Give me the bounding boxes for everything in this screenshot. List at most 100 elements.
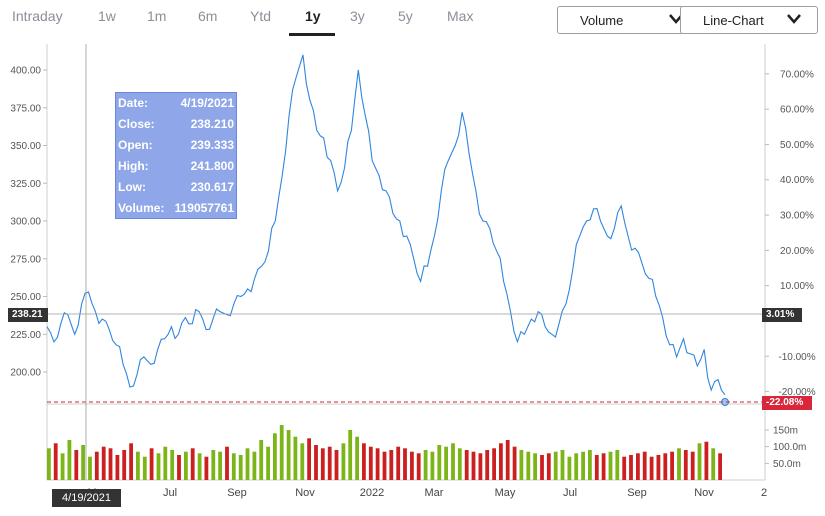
- volume-bar: [163, 446, 168, 480]
- volume-bar: [464, 450, 469, 480]
- volume-bar: [115, 455, 120, 480]
- volume-bar: [293, 436, 298, 480]
- charttype-dropdown[interactable]: Line-Chart: [680, 6, 818, 34]
- volume-bar: [320, 448, 325, 480]
- volume-bar: [368, 446, 373, 480]
- volume-bar: [74, 450, 79, 480]
- volume-bar: [156, 453, 161, 480]
- volume-bar: [108, 448, 113, 480]
- volume-bar: [457, 448, 462, 480]
- volume-bar: [53, 443, 58, 480]
- range-tab-1m[interactable]: 1m: [147, 8, 167, 24]
- price-chart[interactable]: 400.00375.00350.00325.00300.00275.00250.…: [0, 44, 825, 516]
- volume-bar: [184, 451, 188, 480]
- range-tab-1w[interactable]: 1w: [98, 8, 116, 24]
- volume-bar: [389, 450, 394, 480]
- volume-dropdown[interactable]: Volume: [557, 6, 700, 34]
- volume-bar: [129, 443, 133, 480]
- volume-bar: [252, 451, 257, 480]
- volume-bar: [341, 443, 346, 480]
- volume-bar: [636, 453, 640, 480]
- range-tab-intraday[interactable]: Intraday: [12, 8, 63, 24]
- x-tick-label: Sep: [627, 487, 647, 499]
- volume-bar: [581, 451, 585, 480]
- volume-bar: [245, 448, 250, 480]
- volume-bar: [218, 451, 222, 480]
- y-tick-label: 275.00: [10, 254, 41, 265]
- y-right-tick-label: -20.00%: [778, 387, 815, 398]
- x-tick-label: 2022: [360, 487, 384, 499]
- crosshair-price-badge: 238.21: [8, 308, 48, 322]
- toolbar: Intraday 1w 1m 6m Ytd 1y 3y 5y Max Volume Line-C…: [0, 0, 825, 40]
- volume-bar: [526, 451, 531, 480]
- volume-bar: [101, 446, 106, 480]
- range-tab-6m[interactable]: 6m: [198, 8, 218, 24]
- volume-bar: [505, 440, 510, 480]
- volume-bar: [567, 456, 572, 480]
- volume-bar: [149, 448, 154, 480]
- volume-bar: [588, 450, 592, 480]
- volume-bar: [594, 455, 599, 480]
- y-right-tick-label: 60.00%: [780, 105, 814, 116]
- tooltip-key: Low:: [118, 180, 146, 194]
- y-tick-label: 250.00: [10, 292, 41, 303]
- x-tick-label: Jul: [163, 487, 177, 499]
- volume-bar: [677, 448, 681, 480]
- volume-bars: [47, 425, 722, 480]
- range-tab-ytd[interactable]: Ytd: [250, 8, 272, 24]
- y-tick-label: 325.00: [10, 179, 41, 190]
- volume-bar: [334, 450, 339, 480]
- volume-bar: [238, 455, 243, 480]
- volume-bar: [67, 440, 72, 480]
- range-tab-1y[interactable]: 1y: [305, 8, 321, 24]
- volume-bar: [266, 446, 270, 480]
- volume-bar: [403, 448, 407, 480]
- y-right-tick-label: 70.00%: [780, 69, 814, 80]
- tooltip-value: 230.617: [190, 180, 234, 194]
- x-tick-label: May: [495, 487, 516, 499]
- range-tab-5y[interactable]: 5y: [398, 8, 413, 24]
- x-tick-label: Jul: [563, 487, 577, 499]
- volume-bar: [546, 453, 551, 480]
- y-right-tick-label: 30.00%: [780, 211, 814, 222]
- tooltip-row: Volume: 119057761: [118, 198, 234, 219]
- volume-bar: [718, 453, 722, 480]
- crosshair-date-badge: 4/19/2021: [52, 489, 121, 507]
- volume-bar: [519, 450, 524, 480]
- volume-bar: [533, 453, 537, 480]
- volume-bar: [396, 446, 401, 480]
- volume-bar: [197, 453, 202, 480]
- y-tick-label: 375.00: [10, 103, 41, 114]
- volume-bar: [300, 443, 305, 480]
- tooltip-row: Open: 239.333: [118, 135, 234, 156]
- volume-bar: [683, 450, 688, 480]
- volume-bar: [601, 453, 606, 480]
- tooltip-value: 239.333: [190, 138, 234, 152]
- x-tick-label: Mar: [425, 487, 444, 499]
- volume-bar: [574, 453, 579, 480]
- volume-tick-label: 100.0m: [773, 442, 806, 453]
- tooltip-key: Volume:: [118, 201, 165, 215]
- x-tick-label: Nov: [295, 487, 315, 499]
- volume-bar: [622, 456, 627, 480]
- x-tick-label: Sep: [227, 487, 247, 499]
- volume-bar: [410, 451, 414, 480]
- volume-bar: [437, 445, 442, 480]
- volume-bar: [649, 456, 654, 480]
- volume-bar: [88, 456, 92, 480]
- volume-bar: [307, 438, 311, 480]
- volume-bar: [225, 446, 229, 480]
- y-right-tick-label: 40.00%: [780, 175, 814, 186]
- volume-bar: [711, 448, 716, 480]
- volume-bar: [642, 451, 647, 480]
- volume-bar: [314, 445, 318, 480]
- range-tab-3y[interactable]: 3y: [350, 8, 365, 24]
- volume-bar: [136, 451, 140, 480]
- volume-bar: [471, 451, 476, 480]
- volume-bar: [122, 450, 127, 480]
- volume-bar: [615, 450, 620, 480]
- range-tab-max[interactable]: Max: [447, 8, 474, 24]
- volume-bar: [690, 451, 695, 480]
- volume-bar: [656, 455, 661, 480]
- volume-tick-label: 150m: [773, 426, 798, 437]
